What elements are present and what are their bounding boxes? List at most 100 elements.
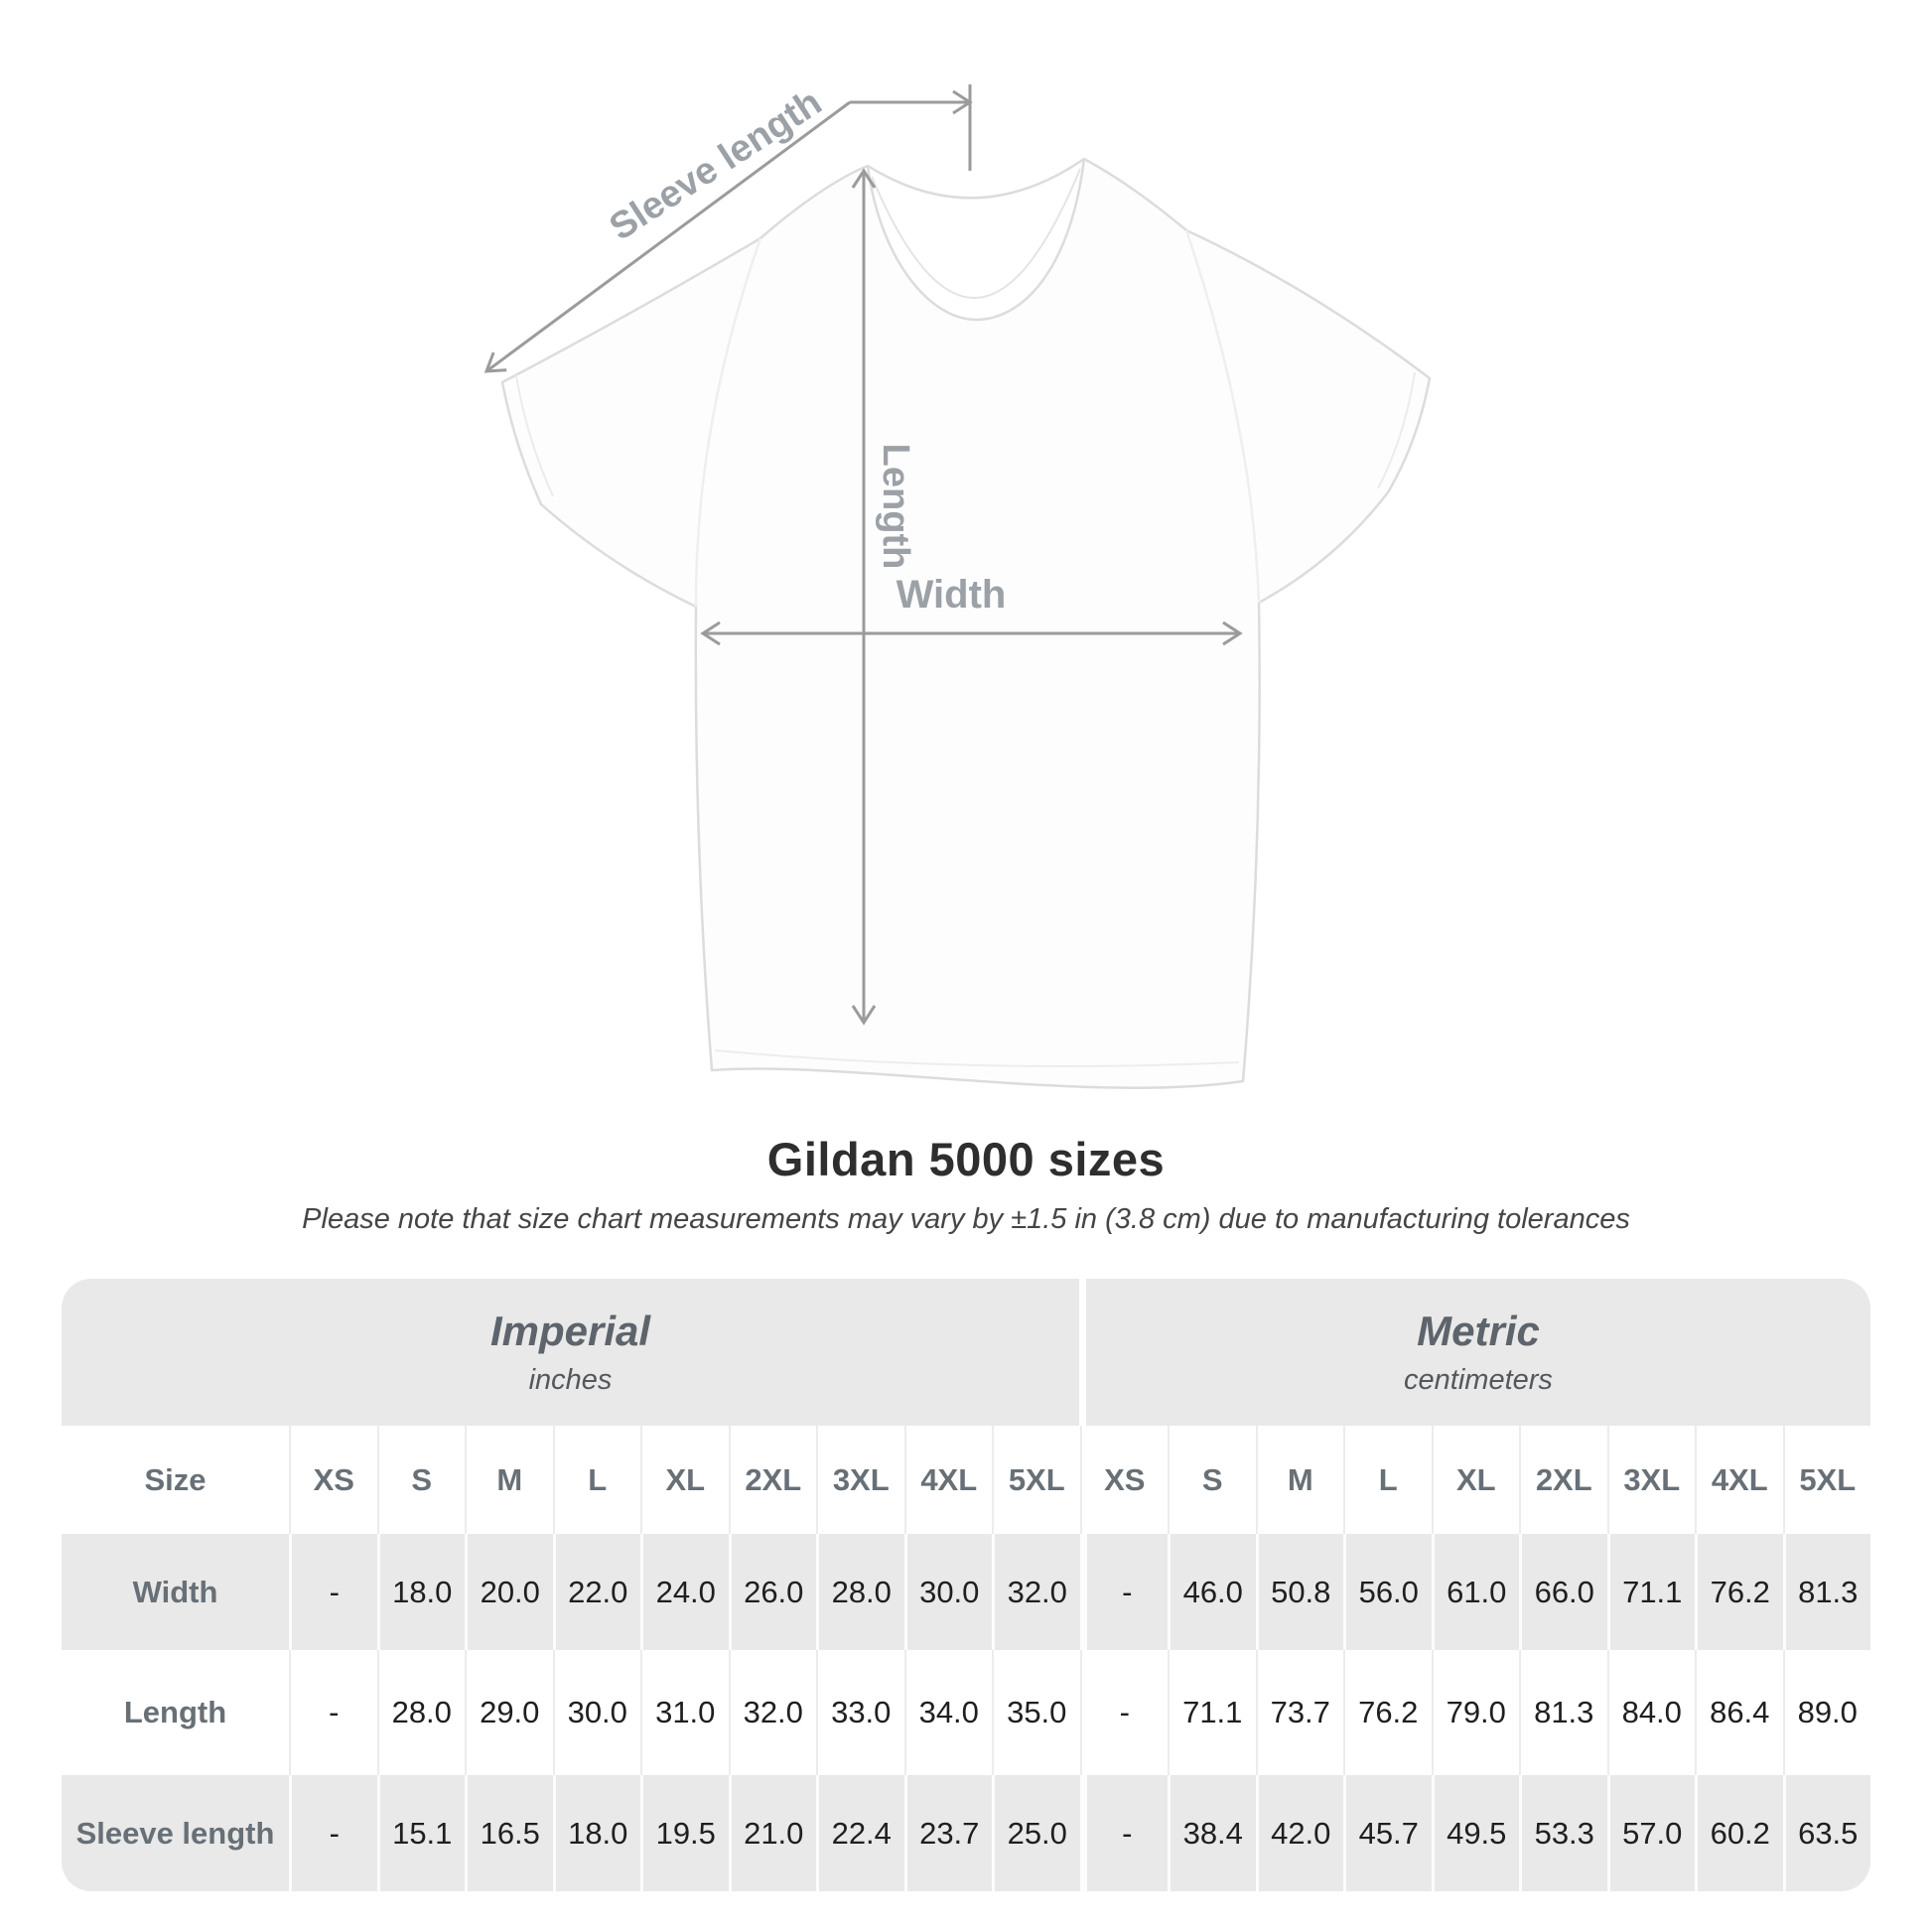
tolerance-note: Please note that size chart measurements…	[302, 1203, 1630, 1235]
header-cell-size: 5XL	[1782, 1426, 1871, 1534]
imperial-label: Imperial	[489, 1308, 651, 1354]
page-title: Gildan 5000 sizes	[766, 1133, 1166, 1185]
header-cell-size: 4XL	[1695, 1426, 1783, 1534]
armhole-seam-right	[1184, 229, 1261, 604]
unit-group-header-row: Imperial inches Metric centimeters	[62, 1279, 1870, 1426]
data-cell: 31.0	[640, 1650, 729, 1775]
header-cell-size: M	[1255, 1426, 1344, 1534]
collar-back-line	[867, 157, 1085, 200]
header-cell-size: S	[1168, 1426, 1256, 1534]
tshirt-measurement-diagram: Sleeve length Length Width	[483, 81, 1432, 1089]
data-cell: 18.0	[552, 1775, 641, 1891]
metric-label: Metric	[1417, 1308, 1540, 1354]
data-cell: 73.7	[1255, 1650, 1344, 1775]
data-cell: 56.0	[1343, 1534, 1432, 1650]
header-cell-size: L	[552, 1426, 641, 1534]
data-cell: 81.3	[1519, 1650, 1607, 1775]
data-cell: 89.0	[1782, 1650, 1871, 1775]
data-cell: -	[289, 1650, 377, 1775]
imperial-unit-label: inches	[528, 1364, 613, 1396]
data-cell: 19.5	[640, 1775, 729, 1891]
table-row: Width -18.0 20.0 22.0 24.0 26.0 28.0 30.0 32.0-4…	[62, 1534, 1870, 1650]
data-cell: 79.0	[1431, 1650, 1520, 1775]
data-cell: 20.0	[465, 1534, 553, 1650]
data-cell: 61.0	[1431, 1534, 1520, 1650]
metric-unit-label: centimeters	[1404, 1364, 1553, 1396]
header-cell-size: 3XL	[816, 1426, 904, 1534]
data-cell: 84.0	[1606, 1650, 1696, 1775]
row-label: Width	[132, 1574, 218, 1609]
data-cell: 15.1	[376, 1775, 466, 1891]
group-divider	[1079, 1279, 1086, 1426]
data-cell: 18.0	[376, 1534, 466, 1650]
tshirt-graphic	[500, 157, 1432, 1089]
hem-stitch-line	[714, 1049, 1240, 1067]
data-cell: 63.5	[1782, 1775, 1871, 1891]
width-label: Width	[897, 573, 1007, 617]
data-cell: 30.0	[903, 1534, 993, 1650]
armhole-seam-left	[694, 237, 762, 608]
header-cell-size: XL	[640, 1426, 729, 1534]
header-cell-size: L	[1343, 1426, 1432, 1534]
data-cell: -	[289, 1534, 377, 1650]
data-cell: 25.0	[992, 1775, 1080, 1891]
header-cell-size: XL	[1431, 1426, 1520, 1534]
data-cell: 26.0	[728, 1534, 817, 1650]
cuff-rib-left	[515, 374, 554, 497]
header-cell-size: XS	[289, 1426, 377, 1534]
metric-group-header: Metric centimeters	[1086, 1279, 1870, 1426]
data-cell: 76.2	[1343, 1650, 1432, 1775]
row-label: Length	[123, 1695, 227, 1729]
collar-rib-line	[871, 168, 1081, 299]
data-cell: 23.7	[903, 1775, 993, 1891]
data-cell: 21.0	[728, 1775, 817, 1891]
data-cell: -	[289, 1775, 377, 1891]
data-cell: 66.0	[1519, 1534, 1607, 1650]
row-label: Sleeve length	[75, 1815, 275, 1851]
data-cell: 33.0	[816, 1650, 904, 1775]
data-cell: 28.0	[376, 1650, 466, 1775]
data-cell: 71.1	[1168, 1650, 1256, 1775]
data-cell: 32.0	[992, 1534, 1080, 1650]
data-cell: -	[1079, 1650, 1169, 1775]
size-column-header: Size	[144, 1461, 207, 1497]
data-cell: 35.0	[992, 1650, 1080, 1775]
data-cell: 30.0	[552, 1650, 641, 1775]
data-cell: 57.0	[1606, 1775, 1696, 1891]
header-cell-size: M	[465, 1426, 553, 1534]
table-body: Width -18.0 20.0 22.0 24.0 26.0 28.0 30.0 32.0-4…	[62, 1534, 1870, 1891]
header-cell-size: 4XL	[903, 1426, 993, 1534]
length-label: Length	[875, 444, 916, 570]
table-header-row: Size XS S M L XL 2XL 3XL 4XL 5XL XS S M L XL 2XL 3XL 4XL…	[62, 1426, 1870, 1534]
data-cell: 60.2	[1695, 1775, 1783, 1891]
data-cell: -	[1079, 1534, 1169, 1650]
cuff-rib-right	[1377, 371, 1416, 489]
data-cell: 34.0	[903, 1650, 993, 1775]
data-cell: 42.0	[1255, 1775, 1344, 1891]
sleeve-length-arrow	[483, 100, 851, 373]
data-cell: 38.4	[1168, 1775, 1256, 1891]
data-cell: 29.0	[465, 1650, 553, 1775]
data-cell: 45.7	[1343, 1775, 1432, 1891]
data-cell: 16.5	[465, 1775, 553, 1891]
size-chart-table: Imperial inches Metric centimeters Size …	[62, 1279, 1870, 1891]
table-row: Length -28.0 29.0 30.0 31.0 32.0 33.0 34.0 35.0-…	[62, 1650, 1870, 1775]
data-cell: 28.0	[816, 1534, 904, 1650]
data-cell: 22.4	[816, 1775, 904, 1891]
data-cell: -	[1079, 1775, 1169, 1891]
header-cell-size: 3XL	[1606, 1426, 1696, 1534]
header-cell-size: 5XL	[992, 1426, 1080, 1534]
data-cell: 49.5	[1431, 1775, 1520, 1891]
table-row: Sleeve length -15.1 16.5 18.0 19.5 21.0 22.4 23…	[62, 1775, 1870, 1891]
data-cell: 76.2	[1695, 1534, 1783, 1650]
data-cell: 53.3	[1519, 1775, 1607, 1891]
data-cell: 81.3	[1782, 1534, 1871, 1650]
imperial-group-header: Imperial inches	[62, 1279, 1079, 1426]
header-cell-size: S	[376, 1426, 466, 1534]
data-cell: 32.0	[728, 1650, 817, 1775]
header-cell-size: 2XL	[1519, 1426, 1607, 1534]
data-cell: 71.1	[1606, 1534, 1696, 1650]
header-cell-size: 2XL	[728, 1426, 817, 1534]
data-cell: 22.0	[552, 1534, 641, 1650]
data-cell: 50.8	[1255, 1534, 1344, 1650]
